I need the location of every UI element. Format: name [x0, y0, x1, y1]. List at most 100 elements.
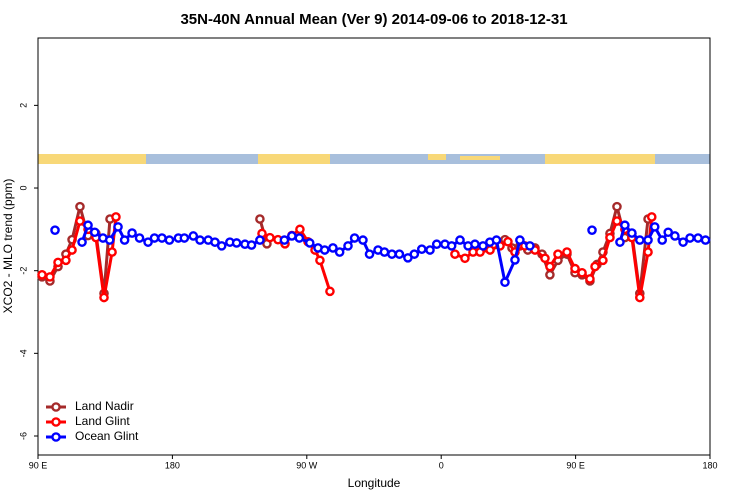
point	[255, 235, 265, 245]
point	[470, 239, 480, 250]
point	[89, 227, 100, 238]
legend-marker	[51, 417, 61, 427]
point	[127, 228, 137, 238]
point	[83, 220, 93, 231]
point	[635, 292, 645, 303]
point	[612, 201, 622, 212]
point	[328, 243, 338, 253]
point	[620, 220, 630, 231]
point	[349, 233, 360, 243]
point	[598, 255, 608, 266]
legend-label: Land Nadir	[75, 399, 134, 413]
point	[45, 272, 55, 282]
chart-title: 35N-40N Annual Mean (Ver 9) 2014-09-06 t…	[180, 11, 567, 28]
point	[387, 249, 397, 259]
point	[643, 235, 653, 245]
point	[75, 216, 85, 226]
point	[649, 222, 660, 232]
x-tick-label: 90 E	[566, 460, 585, 470]
y-tick-label: -4	[18, 349, 28, 357]
point	[343, 241, 353, 251]
point	[75, 201, 85, 212]
point	[450, 249, 460, 259]
point	[587, 225, 597, 235]
point	[612, 216, 622, 226]
point	[663, 227, 673, 238]
point	[446, 241, 457, 251]
point	[37, 270, 47, 280]
point	[195, 235, 205, 245]
x-tick-label: 90 E	[29, 460, 48, 470]
point	[364, 249, 375, 259]
point	[657, 235, 668, 245]
point	[104, 235, 115, 245]
x-tick-label: 180	[165, 460, 180, 470]
point	[503, 236, 513, 247]
legend-marker	[51, 402, 61, 412]
point	[53, 257, 63, 268]
point	[685, 233, 695, 243]
point	[134, 233, 145, 243]
point	[646, 212, 657, 222]
point	[210, 237, 220, 247]
point	[164, 235, 175, 245]
point	[143, 237, 153, 247]
point	[379, 247, 390, 257]
point	[179, 233, 190, 243]
x-tick-label: 180	[702, 460, 717, 470]
point	[678, 237, 688, 247]
point	[231, 238, 242, 248]
point	[358, 235, 368, 245]
point	[61, 255, 71, 266]
point	[319, 245, 330, 255]
point	[157, 233, 167, 243]
legend-label: Land Glint	[75, 414, 130, 428]
point	[50, 225, 60, 235]
land-ocean-strip	[38, 154, 710, 164]
point	[325, 286, 335, 297]
point	[500, 277, 510, 288]
y-tick-label: -6	[18, 432, 28, 440]
point	[394, 249, 405, 259]
plot-frame	[37, 37, 711, 456]
point	[334, 247, 345, 257]
point	[265, 232, 275, 243]
point	[491, 235, 502, 245]
point	[478, 241, 488, 251]
point	[455, 235, 465, 245]
point	[605, 232, 615, 243]
point	[510, 255, 520, 265]
point	[525, 241, 535, 251]
x-tick-label: 0	[439, 460, 444, 470]
point	[545, 270, 555, 280]
point	[562, 247, 572, 257]
point	[149, 233, 160, 243]
point	[119, 235, 130, 245]
x-tick-label: 90 W	[296, 460, 318, 470]
point	[246, 240, 257, 250]
point	[99, 292, 109, 303]
point	[431, 239, 442, 250]
point	[693, 233, 703, 243]
point	[540, 253, 550, 264]
point	[615, 237, 625, 247]
point	[590, 261, 600, 272]
point	[315, 255, 325, 266]
x-axis-title: Longitude	[348, 476, 401, 490]
point	[216, 241, 227, 251]
point	[113, 222, 123, 232]
point	[287, 231, 297, 241]
point	[577, 267, 587, 278]
point	[295, 224, 305, 235]
point	[553, 249, 563, 259]
point	[570, 263, 580, 274]
point	[188, 231, 199, 241]
point	[460, 253, 470, 264]
point	[627, 228, 637, 238]
point	[585, 274, 595, 284]
point	[294, 233, 305, 243]
point	[304, 238, 315, 248]
legend-label: Ocean Glint	[75, 429, 139, 443]
point	[279, 235, 290, 245]
point	[670, 231, 680, 241]
